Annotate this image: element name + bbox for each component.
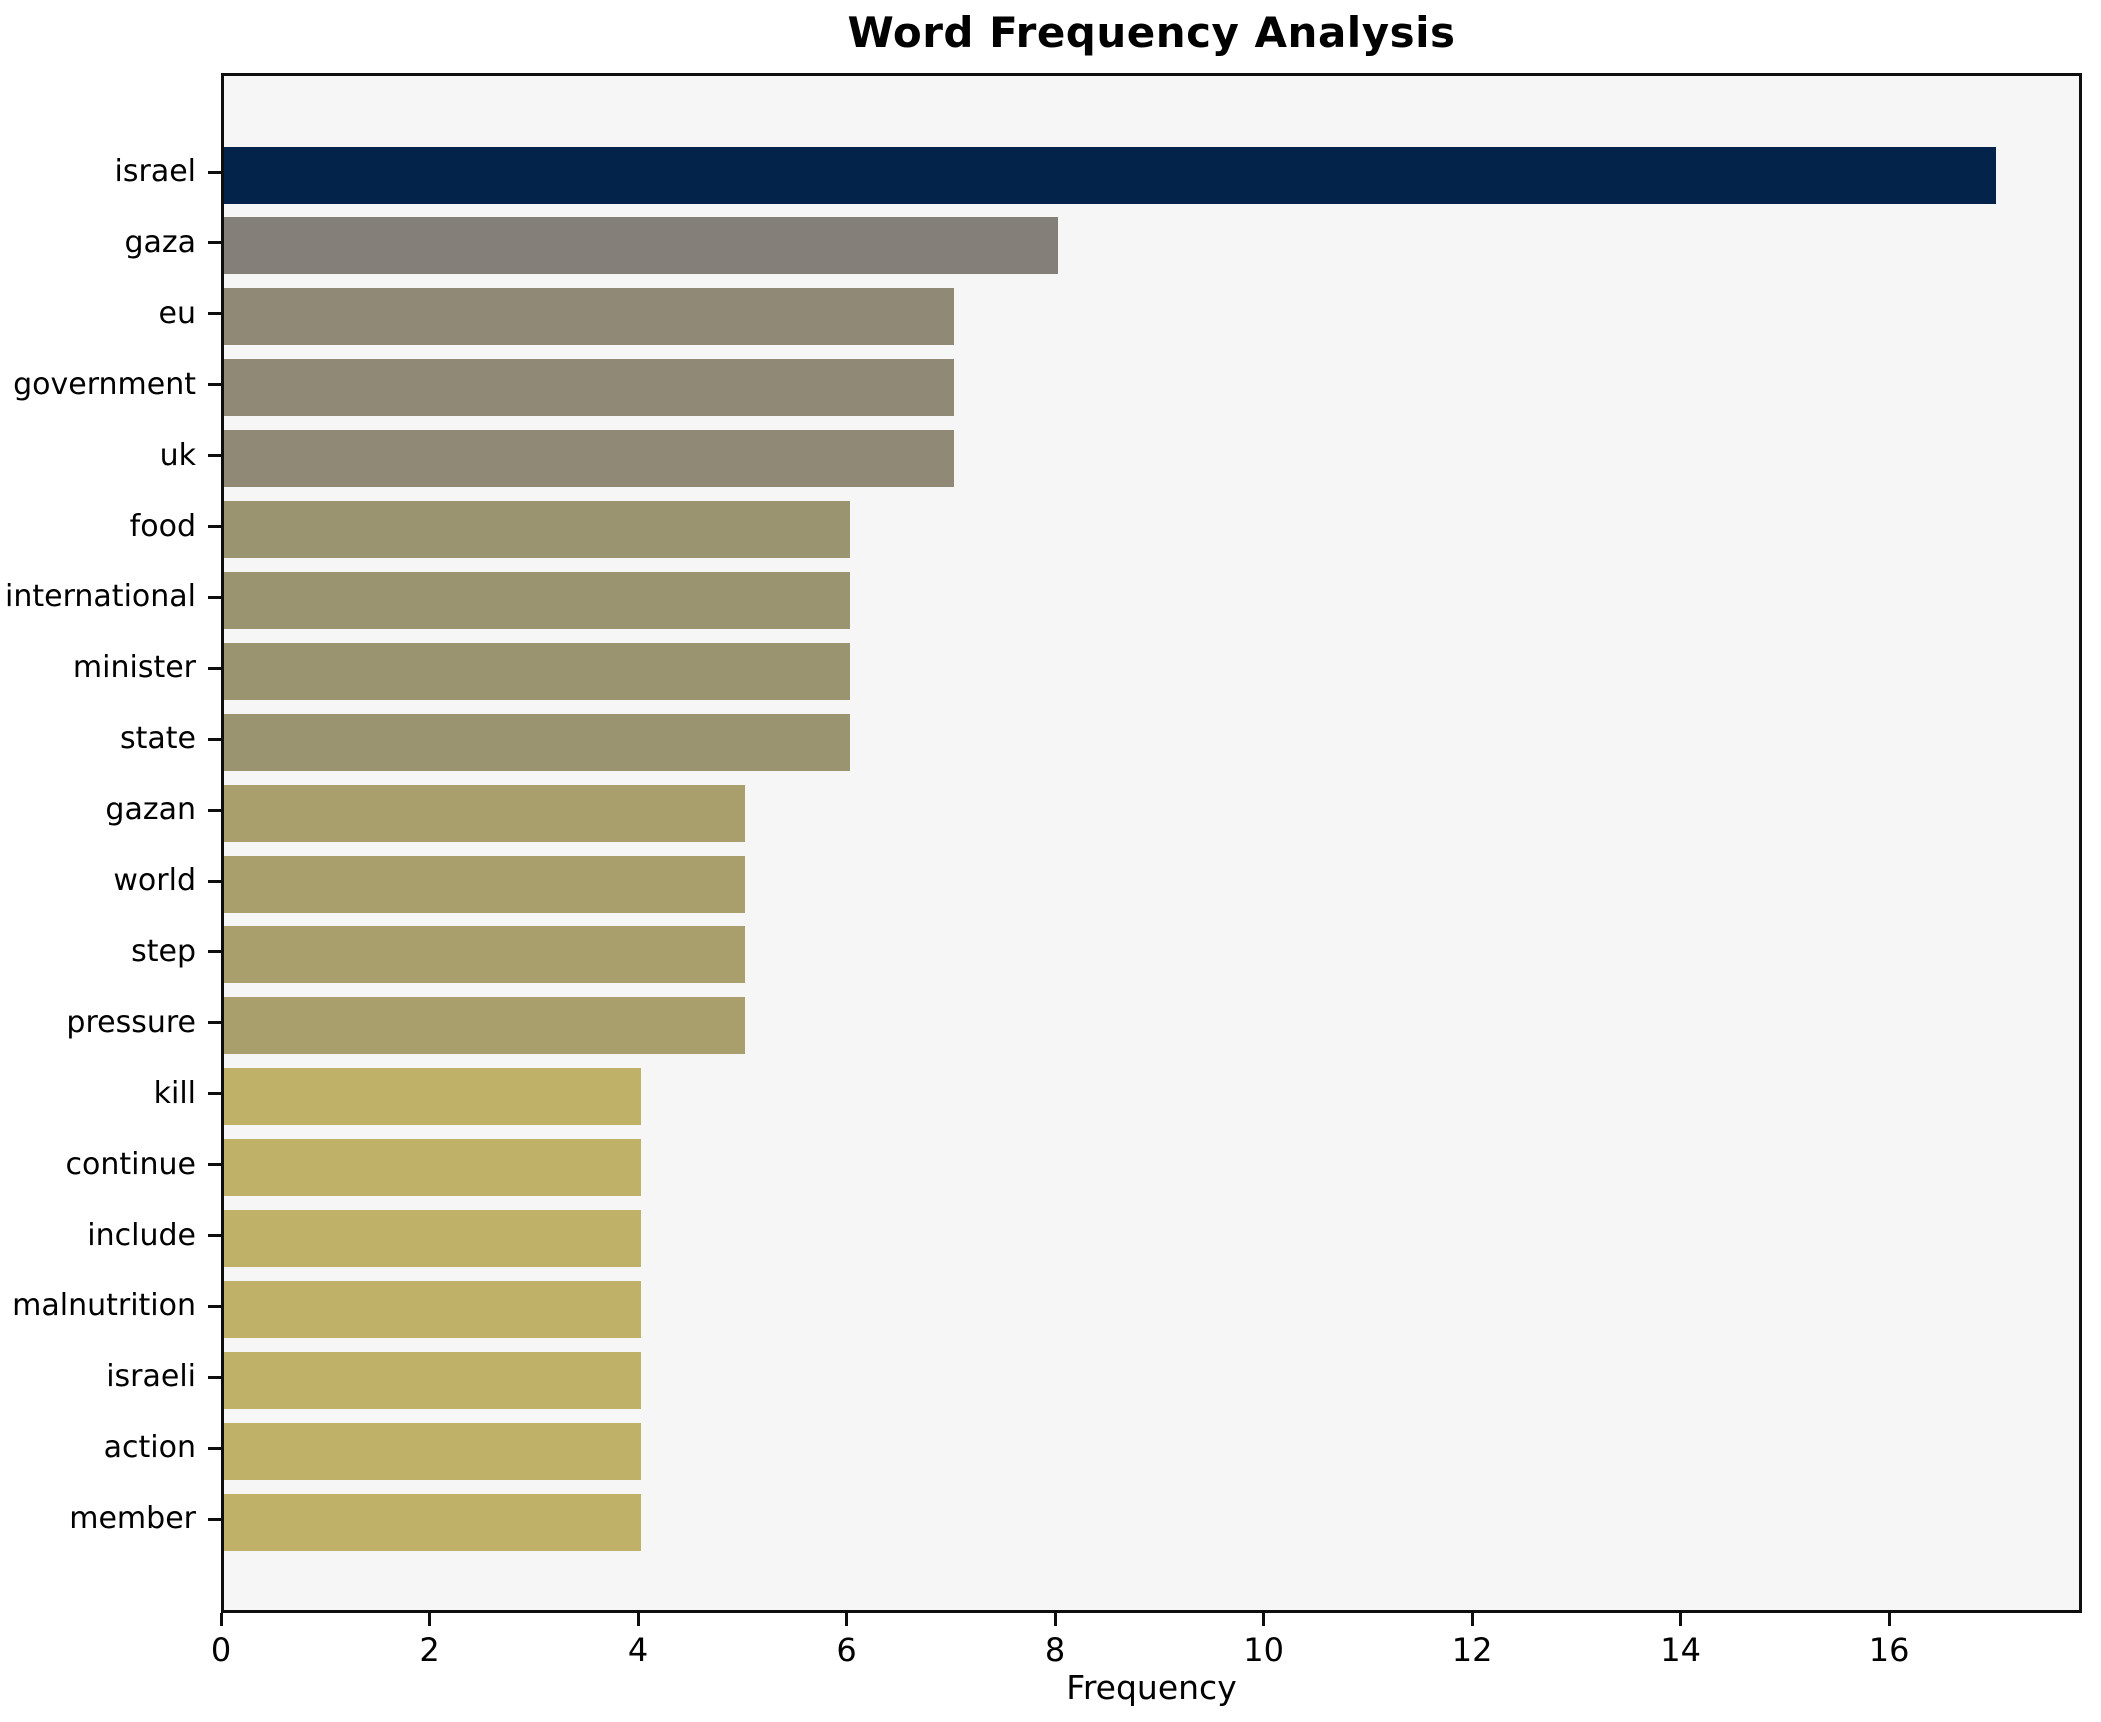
bar-world [224,855,746,913]
plot-area [221,73,2082,1613]
y-tick-label-continue: continue [65,1146,196,1182]
bar-food [224,501,850,558]
x-tick-label-4: 4 [627,1631,649,1669]
y-tick-mark [208,666,221,670]
y-tick-label-include: include [87,1217,196,1253]
y-tick-label-eu: eu [158,295,196,331]
y-tick-label-action: action [103,1430,196,1466]
y-tick-mark [208,241,221,245]
y-tick-mark [208,1517,221,1521]
x-tick-label-6: 6 [836,1631,857,1669]
x-tick-mark [1679,1613,1683,1626]
bar-include [224,1210,642,1267]
bar-gaza [224,217,1059,275]
bar-member [224,1493,642,1551]
bar-eu [224,288,954,346]
y-tick-label-malnutrition: malnutrition [12,1288,196,1324]
bar-gazan [224,784,746,842]
bar-israel [224,146,1997,204]
bar-minister [224,642,850,700]
y-tick-mark [208,1092,221,1096]
y-tick-label-uk: uk [159,437,196,473]
chart-title: Word Frequency Analysis [847,8,1456,57]
x-tick-mark [428,1613,431,1626]
x-tick-label-16: 16 [1868,1631,1910,1669]
x-tick-mark [636,1613,640,1626]
y-tick-label-pressure: pressure [66,1004,196,1040]
y-tick-label-government: government [13,366,196,402]
y-tick-mark [208,1375,221,1379]
y-tick-mark [208,1446,221,1450]
bar-uk [224,430,954,488]
x-tick-label-8: 8 [1044,1631,1066,1669]
y-tick-label-gazan: gazan [105,792,196,828]
y-tick-label-food: food [129,508,196,544]
y-tick-label-state: state [120,721,196,757]
y-tick-label-kill: kill [153,1075,196,1111]
y-tick-label-israeli: israeli [106,1359,196,1395]
bar-israeli [224,1351,642,1409]
y-tick-label-step: step [131,933,196,969]
y-tick-label-member: member [69,1501,196,1537]
y-tick-mark [208,808,221,812]
bar-government [224,359,954,417]
bar-state [224,713,850,771]
y-tick-mark [208,737,221,741]
y-tick-mark [208,1021,221,1025]
y-tick-mark [208,1163,221,1167]
x-tick-mark [845,1613,849,1626]
x-tick-label-14: 14 [1660,1631,1701,1669]
bar-step [224,926,746,984]
bar-continue [224,1139,642,1197]
y-tick-label-world: world [113,863,196,898]
bar-malnutrition [224,1280,642,1338]
y-tick-mark [208,950,221,954]
y-tick-mark [208,1304,221,1308]
x-tick-label-12: 12 [1451,1631,1493,1669]
y-tick-mark [208,1234,221,1237]
y-tick-label-minister: minister [72,650,196,686]
y-tick-label-international: international [5,579,196,615]
x-tick-label-2: 2 [419,1631,440,1669]
x-tick-label-0: 0 [210,1631,232,1669]
x-tick-mark [1470,1613,1474,1626]
x-axis-label: Frequency [1066,1668,1237,1707]
x-tick-mark [1887,1613,1891,1626]
y-tick-label-gaza: gaza [124,224,196,260]
y-tick-mark [208,454,221,458]
x-tick-label-10: 10 [1243,1631,1284,1669]
y-tick-mark [208,879,221,883]
bar-international [224,571,850,629]
y-tick-mark [208,525,221,528]
bar-action [224,1422,642,1480]
y-tick-mark [208,312,221,316]
x-tick-mark [219,1613,223,1626]
y-tick-mark [208,170,221,174]
bar-kill [224,1068,642,1126]
x-tick-mark [1262,1613,1266,1626]
y-tick-mark [208,595,221,599]
y-tick-label-israel: israel [114,154,196,189]
y-tick-mark [208,383,221,387]
x-tick-mark [1053,1613,1057,1626]
bar-pressure [224,997,746,1055]
